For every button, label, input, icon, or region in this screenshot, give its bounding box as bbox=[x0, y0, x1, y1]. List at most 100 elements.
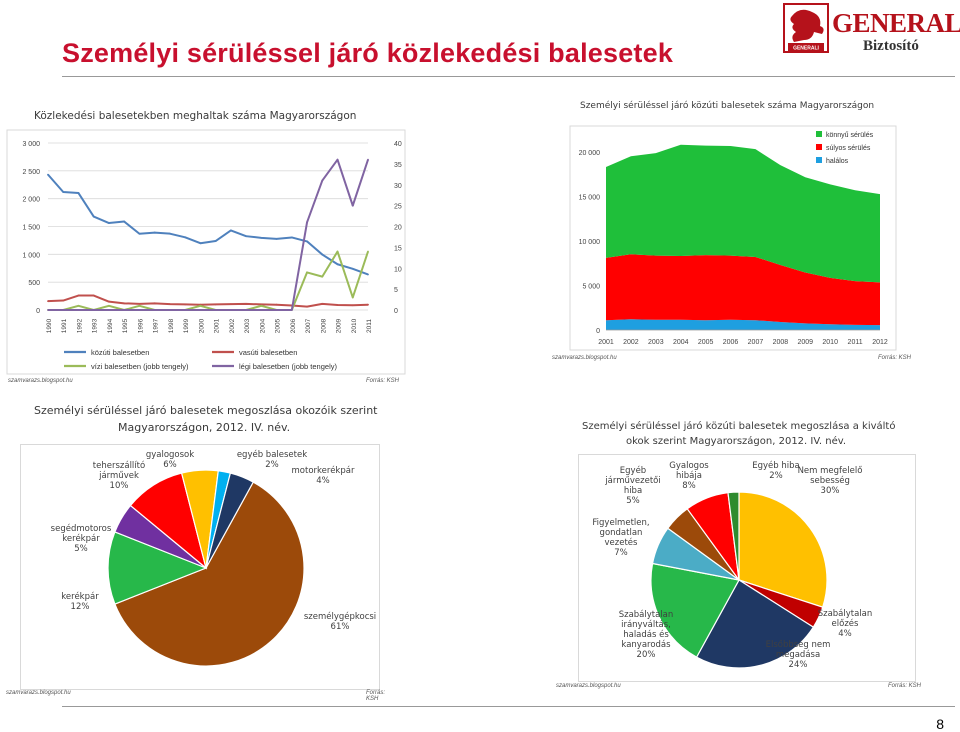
title-divider bbox=[62, 76, 955, 77]
source-right: Forrás: KSH bbox=[878, 355, 912, 361]
pie2-label-elsobbseg-name: Elsőbbség nem megadása bbox=[765, 640, 831, 660]
data-point bbox=[62, 309, 65, 311]
data-point bbox=[336, 158, 339, 161]
data-point bbox=[336, 304, 339, 306]
pie2-label-figyelmetlen-name: Figyelmetlen, gondatlan vezetés bbox=[592, 518, 650, 548]
pie-slice-4 bbox=[650, 562, 740, 658]
series-line-2 bbox=[47, 294, 369, 308]
pie2-chart bbox=[650, 491, 828, 669]
area-chart: 20 000 15 000 10 000 5 000 0 2001 2002 2003 2004… bbox=[569, 125, 897, 351]
series-line-1 bbox=[47, 173, 369, 276]
data-point bbox=[290, 236, 293, 239]
data-point bbox=[138, 232, 141, 235]
y2-tick-label: 15 bbox=[394, 245, 402, 252]
x-tick-label: 2000 bbox=[198, 318, 205, 333]
pie1-title-line1: Személyi sérüléssel járó balesetek megos… bbox=[34, 404, 378, 417]
pie2-label-elsobbseg: Elsőbbség nem megadása 24% bbox=[758, 640, 838, 670]
legend-swatch bbox=[816, 131, 822, 137]
legend-label: könnyű sérülés bbox=[826, 132, 874, 139]
pie2-title-line1: Személyi sérüléssel járó közúti balesete… bbox=[582, 421, 896, 432]
source-left: szamvarazs.blogspot.hu bbox=[556, 683, 621, 689]
x-tick-label: 2007 bbox=[748, 339, 764, 346]
data-point bbox=[260, 236, 263, 239]
pie-slice-7 bbox=[205, 472, 255, 569]
legend-label: vízi balesetben (jobb tengely) bbox=[91, 362, 189, 371]
data-point bbox=[275, 309, 278, 311]
pie1-label-egyeb-value: 2% bbox=[265, 460, 279, 470]
data-point bbox=[367, 303, 369, 306]
pie1-panel: Személyi sérüléssel járó balesetek megos… bbox=[4, 400, 394, 702]
data-point bbox=[336, 250, 339, 253]
line-chart-panel: Közlekedési balesetekben meghaltak száma… bbox=[4, 104, 412, 390]
data-point bbox=[199, 304, 202, 307]
y2-tick-label: 0 bbox=[394, 308, 398, 315]
data-point bbox=[229, 309, 232, 311]
y-tick-label: 5 000 bbox=[582, 283, 600, 290]
pie2-label-egyebjarmu: Egyéb járművezetői hiba 5% bbox=[598, 466, 668, 506]
data-point bbox=[306, 240, 308, 243]
data-point bbox=[245, 302, 247, 305]
data-point bbox=[351, 296, 354, 299]
data-point bbox=[169, 232, 171, 235]
y-tick-label: 0 bbox=[36, 308, 40, 315]
pie2-label-gyalogos: Gyalogos hibája 8% bbox=[662, 461, 716, 491]
pie2-label-gyalogos-name: Gyalogos hibája bbox=[669, 461, 709, 481]
data-point bbox=[77, 192, 80, 194]
data-point bbox=[77, 304, 80, 307]
data-point bbox=[77, 309, 80, 311]
pie2-panel: Személyi sérüléssel járó közúti balesete… bbox=[552, 414, 926, 694]
pie1-label-szgk-value: 61% bbox=[330, 622, 350, 632]
x-tick-label: 1994 bbox=[107, 318, 114, 333]
y2-tick-label: 30 bbox=[394, 183, 402, 190]
pie2-label-egyebjarmu-name: Egyéb járművezetői hiba bbox=[605, 466, 661, 496]
source-left: szamvarazs.blogspot.hu bbox=[8, 378, 73, 384]
y-tick-label: 1 500 bbox=[22, 225, 40, 232]
y2-tick-label: 10 bbox=[394, 266, 402, 273]
data-point bbox=[138, 302, 141, 305]
pie-slice-2 bbox=[107, 531, 208, 605]
x-tick-label: 1996 bbox=[137, 318, 144, 333]
x-tick-label: 2008 bbox=[773, 339, 789, 346]
x-tick-label: 2011 bbox=[366, 319, 373, 333]
area-series-3 bbox=[606, 144, 880, 283]
logo-subtitle: Biztosító bbox=[863, 38, 919, 54]
x-tick-label: 2002 bbox=[229, 318, 236, 333]
area-chart-title: Személyi sérüléssel járó közúti balesete… bbox=[580, 101, 875, 111]
data-point bbox=[184, 236, 187, 239]
x-tick-label: 2009 bbox=[797, 339, 813, 346]
data-point bbox=[321, 302, 324, 305]
logo-brand: GENERALI bbox=[832, 8, 960, 38]
x-tick-label: 1992 bbox=[76, 318, 83, 333]
data-point bbox=[199, 309, 202, 311]
pie2-label-egyebhiba: Egyéb hiba 2% bbox=[746, 461, 806, 481]
pie1-label-motor-name: motorkerékpár bbox=[291, 466, 355, 476]
data-point bbox=[92, 294, 95, 297]
legend-swatch bbox=[816, 144, 822, 150]
y-tick-label: 20 000 bbox=[579, 150, 601, 157]
data-point bbox=[321, 179, 324, 182]
data-point bbox=[184, 303, 187, 306]
x-tick-label: 1993 bbox=[92, 318, 99, 333]
pie1-label-kerekpar: kerékpár 12% bbox=[50, 592, 110, 612]
data-point bbox=[169, 303, 171, 306]
pie2-label-elozes-value: 4% bbox=[838, 629, 852, 639]
x-tick-label: 2007 bbox=[305, 318, 312, 333]
data-point bbox=[306, 221, 308, 224]
x-tick-label: 2006 bbox=[290, 318, 297, 333]
pie2-label-elozes: Szabálytalan előzés 4% bbox=[812, 609, 878, 639]
data-point bbox=[275, 237, 278, 240]
data-point bbox=[108, 309, 110, 311]
pie1-label-teher: teherszállító járművek 10% bbox=[84, 461, 154, 491]
data-point bbox=[108, 304, 110, 307]
x-tick-label: 2008 bbox=[320, 318, 327, 333]
x-tick-label: 2005 bbox=[698, 339, 714, 346]
data-point bbox=[62, 191, 65, 193]
x-tick-label: 2006 bbox=[723, 339, 739, 346]
data-point bbox=[214, 303, 217, 306]
area-series-1 bbox=[606, 319, 880, 330]
generali-logo: GENERALI GENERALI Biztosító bbox=[780, 2, 960, 58]
source-left: szamvarazs.blogspot.hu bbox=[552, 355, 617, 361]
x-tick-label: 2009 bbox=[336, 318, 343, 333]
x-tick-label: 2004 bbox=[673, 339, 689, 346]
y2-tick-label: 40 bbox=[394, 141, 402, 148]
